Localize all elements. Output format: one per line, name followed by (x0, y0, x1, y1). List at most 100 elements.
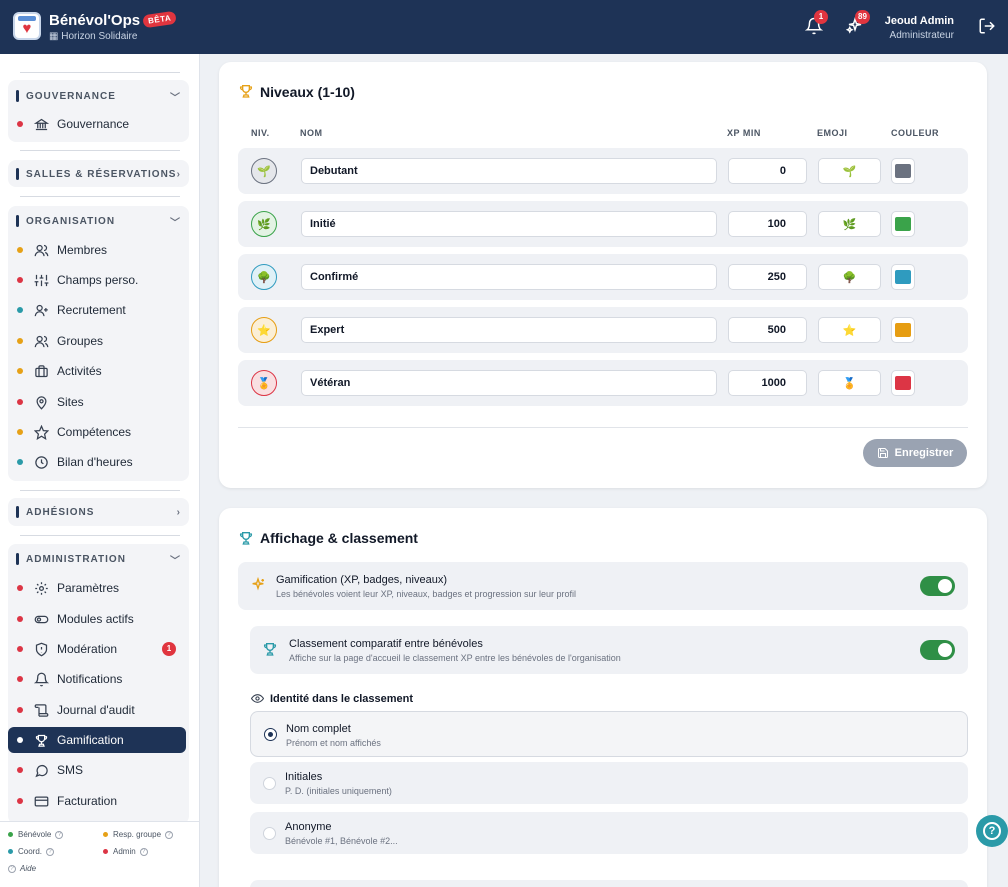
level-row: 🌱 Debutant 0 🌱 (238, 148, 968, 194)
header-xp-min: XP MIN (727, 128, 761, 138)
info-icon[interactable]: ? (139, 847, 148, 856)
level-emoji-input[interactable]: 🏅 (818, 370, 881, 396)
sidebar-item-parametres[interactable]: Paramètres (8, 575, 186, 601)
trophy-icon (238, 530, 254, 551)
logout-button[interactable] (978, 17, 998, 37)
sidebar-item-competences[interactable]: Compétences (8, 419, 186, 445)
sidebar-item-journal-audit[interactable]: Journal d'audit (8, 697, 186, 723)
sidebar-item-facturation[interactable]: Facturation (8, 788, 186, 814)
divider (20, 535, 180, 536)
identity-option-initiales[interactable]: Initiales P. D. (initiales uniquement) (250, 762, 968, 804)
bell-icon (33, 671, 49, 687)
sidebar-item-notifications[interactable]: Notifications (8, 666, 186, 692)
sidebar: GOUVERNANCE ﹀ Gouvernance SALLES & RÉSERV… (0, 54, 200, 887)
info-icon[interactable]: ? (165, 830, 174, 839)
user-name[interactable]: Jeoud Admin (884, 15, 954, 27)
level-name-input[interactable]: Debutant (301, 158, 717, 184)
users-icon (33, 242, 49, 258)
sidebar-item-bilan-heures[interactable]: Bilan d'heures (8, 449, 186, 475)
level-color-picker[interactable] (891, 370, 915, 396)
level-name-input[interactable]: Expert (301, 317, 717, 343)
sidebar-item-gouvernance[interactable]: Gouvernance (8, 111, 186, 137)
info-icon[interactable]: ? (46, 847, 55, 856)
section-gouvernance: GOUVERNANCE ﹀ Gouvernance (8, 80, 189, 142)
sidebar-item-moderation[interactable]: Modération 1 (8, 636, 186, 662)
section-header-administration[interactable]: ADMINISTRATION ﹀ (16, 549, 181, 569)
sidebar-item-membres[interactable]: Membres (8, 237, 186, 263)
identity-option-anonyme[interactable]: Anonyme Bénévole #1, Bénévole #2... (250, 812, 968, 854)
ranking-toggle[interactable] (920, 640, 955, 660)
help-button[interactable]: ? (976, 815, 1008, 847)
message-icon (33, 762, 49, 778)
level-color-picker[interactable] (891, 211, 915, 237)
level-icon: 🌳 (251, 264, 277, 290)
bank-icon (33, 116, 49, 132)
section-salles[interactable]: SALLES & RÉSERVATIONS › (8, 160, 189, 187)
app-title: Bénévol'Ops (49, 12, 141, 29)
section-header-organisation[interactable]: ORGANISATION ﹀ (16, 211, 181, 231)
activity-button[interactable]: 89 (845, 10, 870, 37)
level-name-input[interactable]: Initié (301, 211, 717, 237)
level-emoji-input[interactable]: 🌳 (818, 264, 881, 290)
level-name-input[interactable]: Confirmé (301, 264, 717, 290)
header-niv: NIV. (251, 128, 270, 138)
identity-option-nom-complet[interactable]: Nom complet Prénom et nom affichés (250, 711, 968, 757)
divider (20, 72, 180, 73)
notifications-count: 1 (814, 10, 828, 24)
color-swatch (895, 323, 911, 337)
level-name-input[interactable]: Vétéran (301, 370, 717, 396)
level-xp-input[interactable]: 100 (728, 211, 807, 237)
sidebar-item-groupes[interactable]: Groupes (8, 328, 186, 354)
identity-heading: Identité dans le classement (251, 692, 413, 705)
level-xp-input[interactable]: 0 (728, 158, 807, 184)
sidebar-item-sms[interactable]: SMS (8, 757, 186, 783)
level-emoji-input[interactable]: ⭐ (818, 317, 881, 343)
clock-icon (33, 454, 49, 470)
divider (20, 150, 180, 151)
sidebar-item-gamification[interactable]: Gamification (8, 727, 186, 753)
identity-option-partial (250, 880, 968, 887)
divider (238, 427, 968, 428)
map-pin-icon (33, 394, 49, 410)
level-xp-input[interactable]: 1000 (728, 370, 807, 396)
heart-icon: ♥ (22, 20, 32, 37)
role-legend: Bénévole? Resp. groupe? Coord.? Admin? ?… (0, 821, 199, 887)
level-xp-input[interactable]: 500 (728, 317, 807, 343)
credit-card-icon (33, 793, 49, 809)
section-header-gouvernance[interactable]: GOUVERNANCE ﹀ (16, 86, 181, 106)
sidebar-item-modules-actifs[interactable]: Modules actifs (8, 606, 186, 632)
section-header-salles[interactable]: SALLES & RÉSERVATIONS › (16, 164, 181, 184)
notifications-button[interactable]: 1 (804, 10, 828, 37)
sidebar-item-recrutement[interactable]: Recrutement (8, 297, 186, 323)
save-button[interactable]: Enregistrer (863, 439, 967, 467)
color-swatch (895, 164, 911, 178)
help-link[interactable]: ? Aide (8, 864, 36, 873)
help-circle-icon: ? (8, 864, 16, 873)
level-emoji-input[interactable]: 🌿 (818, 211, 881, 237)
color-swatch (895, 217, 911, 231)
section-adhesions[interactable]: ADHÉSIONS › (8, 498, 189, 526)
divider (20, 490, 180, 491)
level-emoji-input[interactable]: 🌱 (818, 158, 881, 184)
sparkles-icon (845, 16, 862, 34)
level-xp-input[interactable]: 250 (728, 264, 807, 290)
section-header-adhesions[interactable]: ADHÉSIONS › (16, 502, 181, 522)
level-icon: ⭐ (251, 317, 277, 343)
user-plus-icon (33, 302, 49, 318)
app-logo[interactable]: ♥ (13, 12, 41, 40)
level-color-picker[interactable] (891, 158, 915, 184)
radio-anonyme[interactable] (263, 827, 276, 840)
display-title: Affichage & classement (260, 530, 418, 546)
info-icon[interactable]: ? (55, 830, 64, 839)
level-color-picker[interactable] (891, 264, 915, 290)
radio-initiales[interactable] (263, 777, 276, 790)
sidebar-item-activites[interactable]: Activités (8, 358, 186, 384)
radio-nom-complet[interactable] (264, 728, 277, 741)
gamification-toggle[interactable] (920, 576, 955, 596)
sparkles-icon (250, 576, 266, 598)
sidebar-item-champs-perso[interactable]: Champs perso. (8, 267, 186, 293)
chevron-down-icon: ﹀ (170, 217, 181, 229)
sidebar-item-sites[interactable]: Sites (8, 389, 186, 415)
shield-alert-icon (33, 641, 49, 657)
level-color-picker[interactable] (891, 317, 915, 343)
